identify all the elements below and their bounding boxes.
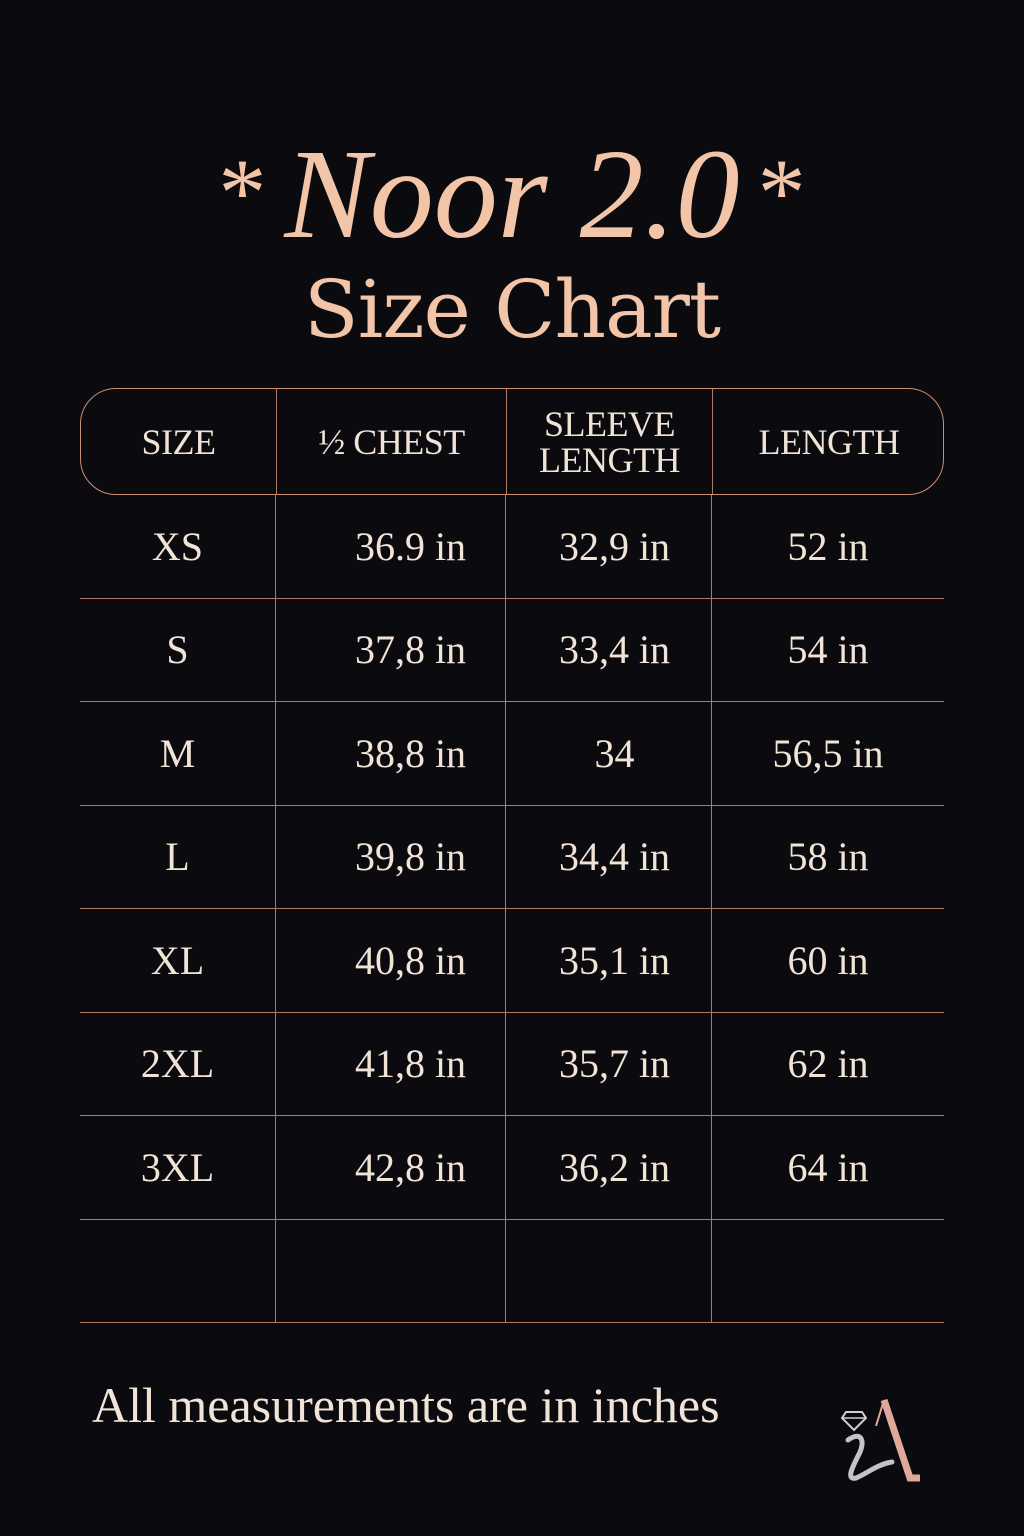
cell-sleeve-length: 36,2 in bbox=[505, 1116, 711, 1219]
product-name: Noor 2.0 bbox=[284, 123, 740, 265]
cell-sleeve-length: 35,1 in bbox=[505, 909, 711, 1012]
cell-size: XS bbox=[151, 523, 204, 569]
table-row: M 38,8 in 34 56,5 in bbox=[80, 702, 944, 806]
cell-half-chest: 37,8 in bbox=[275, 598, 505, 701]
table-row: 2XL 41,8 in 35,7 in 62 in bbox=[80, 1012, 944, 1116]
cell-length: 54 in bbox=[711, 598, 944, 701]
cell-sleeve-length: 34 bbox=[505, 702, 711, 805]
cell-sleeve-length: 35,7 in bbox=[505, 1012, 711, 1115]
brand-logo bbox=[840, 1398, 920, 1482]
cell-sleeve-length bbox=[505, 1219, 711, 1322]
cell-size: S bbox=[166, 627, 189, 673]
cell-length: 56,5 in bbox=[711, 702, 944, 805]
asterisk-icon: * bbox=[757, 139, 806, 246]
cell-length: 62 in bbox=[711, 1012, 944, 1115]
cell-length: 58 in bbox=[711, 805, 944, 908]
cell-sleeve-length: 34,4 in bbox=[505, 805, 711, 908]
cell-sleeve-length: 32,9 in bbox=[505, 495, 711, 598]
cell-length: 60 in bbox=[711, 909, 944, 1012]
cell-half-chest: 39,8 in bbox=[275, 805, 505, 908]
diamond-icon bbox=[840, 1411, 868, 1432]
cell-size: 3XL bbox=[140, 1144, 215, 1190]
header-length: LENGTH bbox=[712, 389, 945, 494]
table-row: XL 40,8 in 35,1 in 60 in bbox=[80, 909, 944, 1013]
cell-size: 2XL bbox=[140, 1041, 215, 1087]
header-sleeve-length: SLEEVE LENGTH bbox=[506, 389, 712, 494]
header-half-chest: ½ CHEST bbox=[276, 389, 506, 494]
subtitle: Size Chart bbox=[303, 263, 721, 356]
cell-half-chest: 38,8 in bbox=[275, 702, 505, 805]
table-row: XS 36.9 in 32,9 in 52 in bbox=[80, 495, 944, 599]
cell-size: M bbox=[159, 730, 196, 776]
cell-half-chest: 41,8 in bbox=[275, 1012, 505, 1115]
cell-length: 64 in bbox=[711, 1116, 944, 1219]
cell-length: 52 in bbox=[711, 495, 944, 598]
cell-size bbox=[80, 1220, 275, 1323]
footer-note: All measurements are in inches bbox=[92, 1377, 720, 1433]
asterisk-icon: * bbox=[218, 139, 267, 246]
cell-length bbox=[711, 1219, 944, 1322]
cell-half-chest: 40,8 in bbox=[275, 909, 505, 1012]
header-size: SIZE bbox=[141, 421, 217, 462]
table-row: L 39,8 in 34,4 in 58 in bbox=[80, 805, 944, 909]
table-row: 3XL 42,8 in 36,2 in 64 in bbox=[80, 1116, 944, 1220]
table-header: SIZE ½ CHEST SLEEVE LENGTH LENGTH bbox=[80, 388, 944, 495]
cell-half-chest bbox=[275, 1219, 505, 1322]
page-title: * Noor 2.0 * bbox=[0, 118, 1024, 269]
cell-half-chest: 36.9 in bbox=[275, 495, 505, 598]
cell-half-chest: 42,8 in bbox=[275, 1116, 505, 1219]
table-row: S 37,8 in 33,4 in 54 in bbox=[80, 598, 944, 702]
size-table: SIZE ½ CHEST SLEEVE LENGTH LENGTH XS 36.9… bbox=[80, 388, 944, 1323]
table-row bbox=[80, 1219, 944, 1323]
cell-size: L bbox=[165, 834, 190, 880]
cell-size: XL bbox=[150, 937, 205, 983]
cell-sleeve-length: 33,4 in bbox=[505, 598, 711, 701]
